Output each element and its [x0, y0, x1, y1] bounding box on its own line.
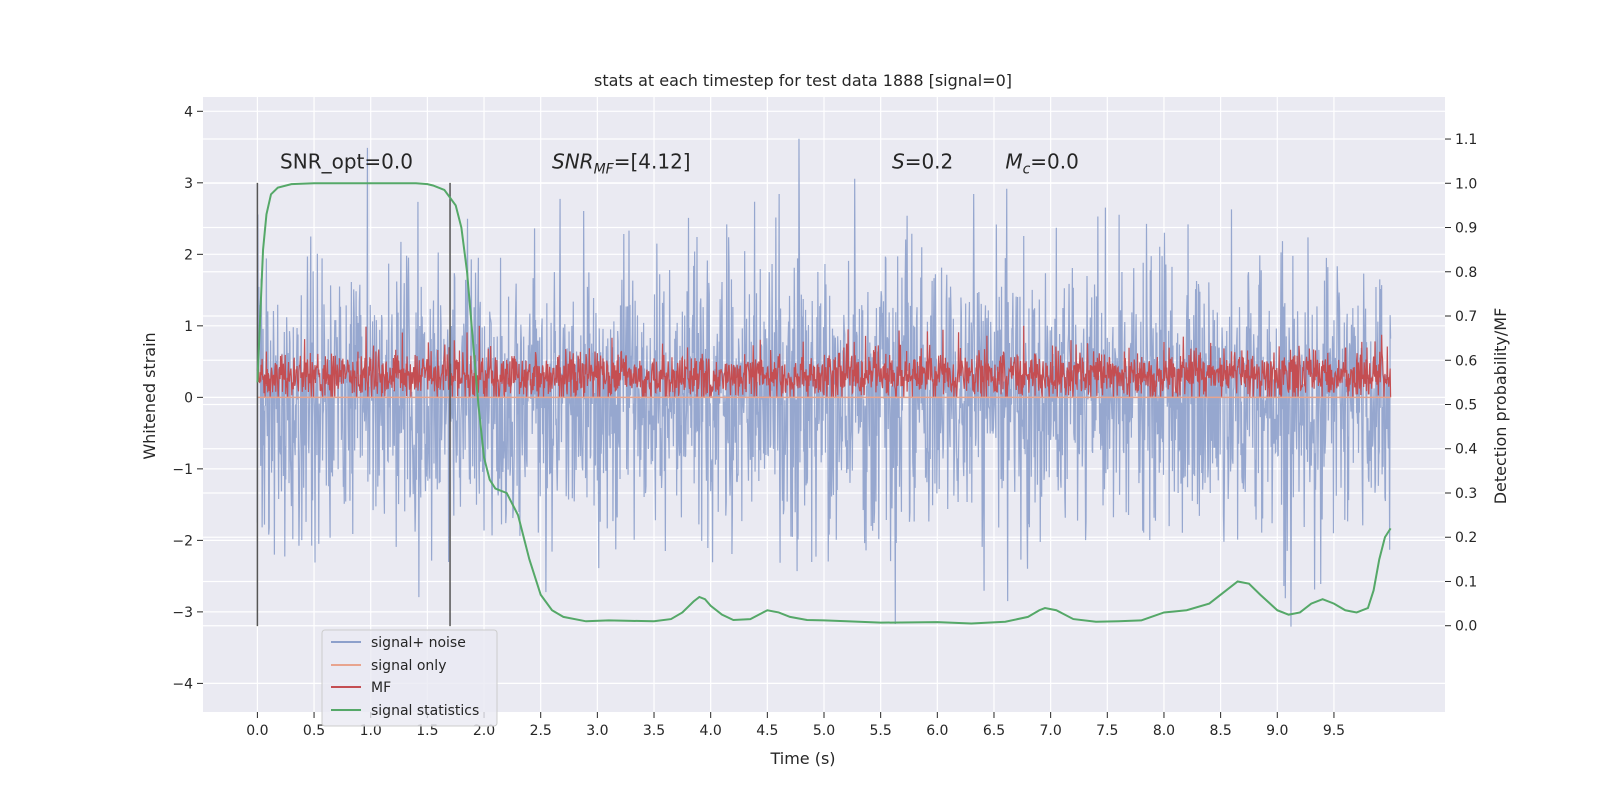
annotation-2: S=0.2	[892, 150, 953, 174]
y2tick-label-5: 0.5	[1455, 398, 1477, 414]
xtick-label-18: 9.0	[1266, 723, 1288, 739]
ytick-label-5: 1	[184, 319, 193, 335]
y2-axis-label: Detection probability/MF	[1491, 308, 1510, 505]
vlines	[256, 182, 451, 627]
xtick-label-13: 6.5	[983, 723, 1005, 739]
xtick-label-1: 0.5	[303, 723, 325, 739]
chart-title: stats at each timestep for test data 188…	[594, 71, 1012, 90]
annotation-1: SNRMF=[4.12]	[552, 150, 691, 178]
ytick-label-7: 3	[184, 176, 193, 192]
x-ticks: 0.0 0.5 1.0 1.5 2.0 2.5 3.0 3.5 4.0 4.5 5.0 5.5 6.0 6…	[246, 712, 1345, 739]
xtick-label-0: 0.0	[246, 723, 268, 739]
xtick-label-16: 8.0	[1153, 723, 1175, 739]
legend-label-signal-statistics: signal statistics	[371, 703, 479, 719]
xtick-label-5: 2.5	[530, 723, 552, 739]
ytick-label-4: 0	[184, 390, 193, 406]
xtick-label-6: 3.0	[586, 723, 608, 739]
ytick-label-2: −2	[172, 533, 193, 549]
y2-ticks: 0.0 0.1 0.2 0.3 0.4 0.5 0.6 0.7 0.8 0.9 1.0 1.1	[1445, 132, 1477, 635]
xtick-label-11: 5.5	[870, 723, 892, 739]
y2tick-label-7: 0.7	[1455, 309, 1477, 325]
legend-label-signal-noise: signal+ noise	[371, 635, 466, 651]
y2tick-label-10: 1.0	[1455, 176, 1477, 192]
y2tick-label-0: 0.0	[1455, 619, 1477, 635]
ytick-label-0: −4	[172, 676, 193, 692]
annotations: SNR_opt=0.0 SNRMF=[4.12] S=0.2 Mc=0.0	[280, 150, 1079, 178]
legend: signal+ noise signal only MF signal stat…	[321, 629, 498, 727]
y2tick-label-4: 0.4	[1455, 442, 1477, 458]
y2tick-label-3: 0.3	[1455, 486, 1477, 502]
y2tick-label-11: 1.1	[1455, 132, 1477, 148]
line-signal-statistics	[256, 182, 1392, 625]
xtick-label-12: 6.0	[926, 723, 948, 739]
xtick-label-4: 2.0	[473, 723, 495, 739]
x-axis-label: Time (s)	[769, 749, 835, 768]
ytick-label-1: −3	[172, 605, 193, 621]
ytick-label-3: −1	[172, 462, 193, 478]
mf-series	[256, 325, 1392, 399]
xtick-label-17: 8.5	[1209, 723, 1231, 739]
xtick-label-15: 7.5	[1096, 723, 1118, 739]
legend-label-mf: MF	[371, 680, 391, 696]
y2tick-label-8: 0.8	[1455, 265, 1477, 281]
xtick-label-14: 7.0	[1040, 723, 1062, 739]
y2tick-label-9: 0.9	[1455, 221, 1477, 237]
xtick-label-9: 4.5	[756, 723, 778, 739]
xtick-label-3: 1.5	[416, 723, 438, 739]
y2tick-label-1: 0.1	[1455, 574, 1477, 590]
xtick-label-8: 4.0	[700, 723, 722, 739]
annotation-3: Mc=0.0	[1005, 150, 1079, 178]
annotation-0: SNR_opt=0.0	[280, 150, 413, 174]
legend-frame	[321, 629, 498, 727]
line-mf	[256, 325, 1392, 399]
ytick-label-8: 4	[184, 104, 193, 120]
xtick-label-10: 5.0	[813, 723, 835, 739]
signal-statistics-series	[256, 182, 1392, 625]
xtick-label-19: 9.5	[1323, 723, 1345, 739]
y2tick-label-6: 0.6	[1455, 353, 1477, 369]
y-ticks: −4 −3 −2 −1 0 1 2 3 4	[172, 104, 203, 692]
xtick-label-7: 3.5	[643, 723, 665, 739]
legend-label-signal-only: signal only	[371, 658, 446, 674]
y2tick-label-2: 0.2	[1455, 530, 1477, 546]
ytick-label-6: 2	[184, 247, 193, 263]
xtick-label-2: 1.0	[360, 723, 382, 739]
y-axis-label: Whitened strain	[140, 332, 159, 459]
